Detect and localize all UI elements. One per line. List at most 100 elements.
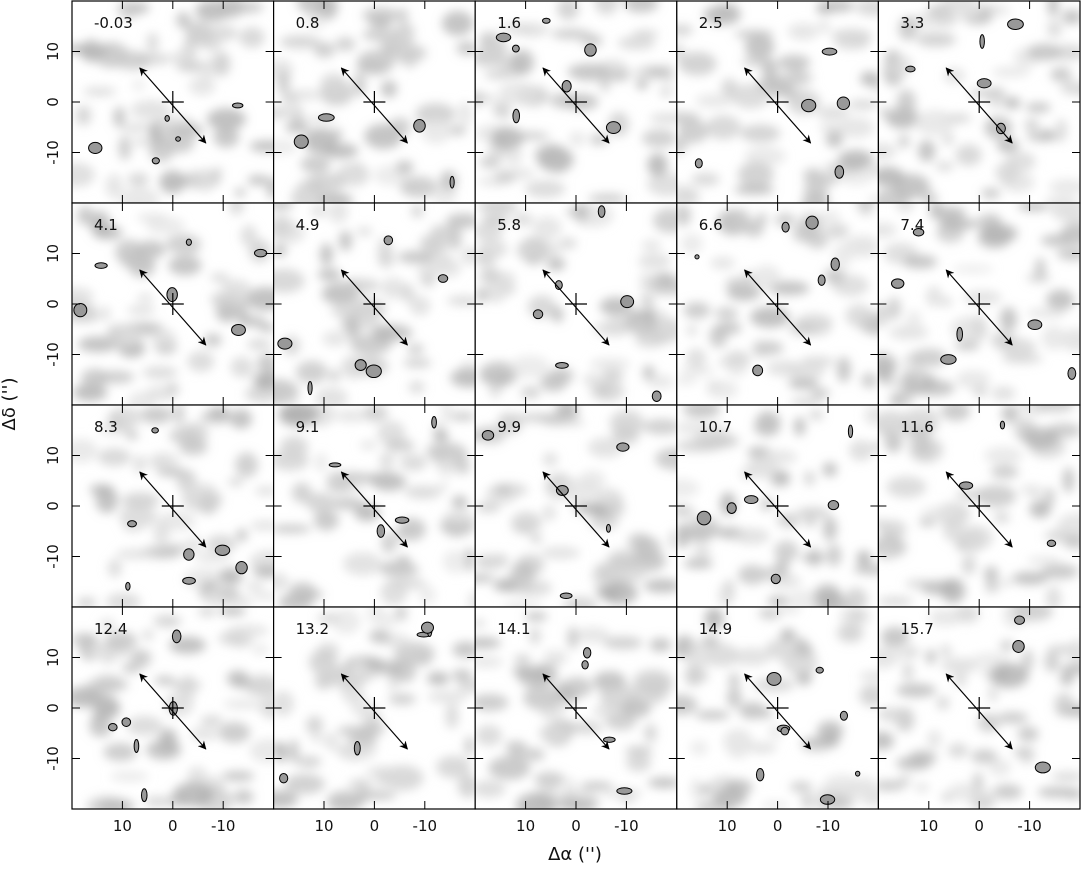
contour — [1046, 539, 1057, 547]
direction-arrow — [139, 673, 207, 750]
channel-label: 15.7 — [900, 620, 933, 638]
x-tick-label: -10 — [413, 817, 438, 835]
contour — [770, 573, 781, 585]
channel-panel — [878, 203, 1081, 405]
contour — [890, 278, 905, 289]
y-tick-label: 0 — [44, 501, 62, 511]
noise-field — [475, 611, 677, 809]
contour — [801, 98, 817, 113]
y-tick-label: -10 — [44, 544, 62, 569]
channel-label: 9.1 — [296, 418, 320, 436]
contour — [597, 205, 606, 218]
contour — [293, 134, 309, 149]
y-tick-label: 0 — [44, 703, 62, 713]
contour — [133, 739, 140, 753]
contour — [376, 524, 386, 538]
contour — [394, 516, 410, 524]
contour — [541, 17, 551, 24]
contour — [847, 424, 854, 439]
x-tick-label: -10 — [614, 817, 639, 835]
y-tick-label: 0 — [44, 97, 62, 107]
contour — [836, 96, 851, 111]
channel-panel — [72, 607, 274, 809]
contour — [1014, 615, 1025, 625]
contour — [805, 215, 819, 230]
contour — [766, 671, 782, 686]
contour — [420, 621, 434, 634]
contour — [235, 561, 248, 575]
x-tick-label: 0 — [370, 817, 380, 835]
contour — [854, 770, 861, 777]
x-axis-label: Δα ('') — [548, 844, 602, 865]
contour — [253, 248, 268, 258]
channel-label: 4.9 — [296, 216, 320, 234]
channel-panel — [475, 203, 677, 405]
channel-label: 1.6 — [497, 14, 521, 32]
x-tick-label: -10 — [211, 817, 236, 835]
panel-frame — [877, 606, 1081, 810]
contour — [495, 32, 512, 43]
contour — [912, 228, 925, 237]
noise-field — [273, 1, 476, 203]
direction-arrow — [945, 269, 1013, 346]
contour — [107, 723, 118, 732]
contour — [821, 47, 838, 56]
channel-label: 5.8 — [497, 216, 521, 234]
contour — [616, 442, 630, 452]
contour — [317, 113, 335, 122]
contour — [780, 726, 790, 736]
contour — [175, 136, 181, 142]
channel-label: 2.5 — [699, 14, 723, 32]
direction-arrow — [340, 471, 408, 548]
contour — [755, 768, 765, 782]
y-tick-label: -10 — [44, 746, 62, 771]
direction-arrow — [744, 471, 812, 548]
contour — [752, 364, 764, 377]
channel-panel — [72, 203, 274, 405]
contour — [999, 420, 1006, 430]
contour — [1034, 761, 1051, 774]
contour — [1067, 367, 1077, 380]
contour — [620, 295, 635, 309]
contour — [121, 717, 132, 727]
contour — [73, 302, 88, 318]
contour — [559, 592, 573, 600]
y-tick-label: -10 — [44, 140, 62, 165]
channel-panel — [676, 405, 879, 607]
direction-arrow — [139, 269, 207, 346]
direction-arrow — [139, 67, 207, 144]
contour — [413, 119, 426, 133]
x-tick-label: 10 — [718, 817, 737, 835]
x-tick-label: -10 — [816, 817, 841, 835]
contour — [726, 502, 737, 514]
channel-panel — [878, 607, 1081, 809]
contour — [561, 79, 572, 93]
contour — [743, 495, 759, 505]
contour — [1027, 319, 1043, 331]
channel-panel — [475, 1, 677, 203]
channel-label: 6.6 — [699, 216, 723, 234]
contour — [582, 647, 592, 659]
contour — [979, 34, 985, 49]
x-tick-label: 0 — [168, 817, 178, 835]
channel-panel — [273, 1, 476, 203]
x-tick-label: 10 — [113, 817, 132, 835]
direction-arrow — [744, 269, 812, 346]
contour — [555, 362, 569, 369]
contour — [976, 78, 992, 89]
channel-panel — [273, 607, 476, 809]
contour — [94, 262, 108, 269]
contour — [1012, 639, 1025, 653]
contour — [231, 323, 246, 337]
contour — [940, 354, 957, 365]
contour — [532, 309, 544, 320]
contour — [182, 576, 196, 585]
contour — [958, 481, 974, 490]
channel-panel — [273, 203, 476, 405]
contour — [307, 380, 313, 396]
y-tick-label: 10 — [44, 244, 62, 263]
contour — [512, 108, 521, 124]
contour — [171, 629, 182, 644]
channel-label: 12.4 — [94, 620, 127, 638]
contour — [905, 65, 916, 73]
